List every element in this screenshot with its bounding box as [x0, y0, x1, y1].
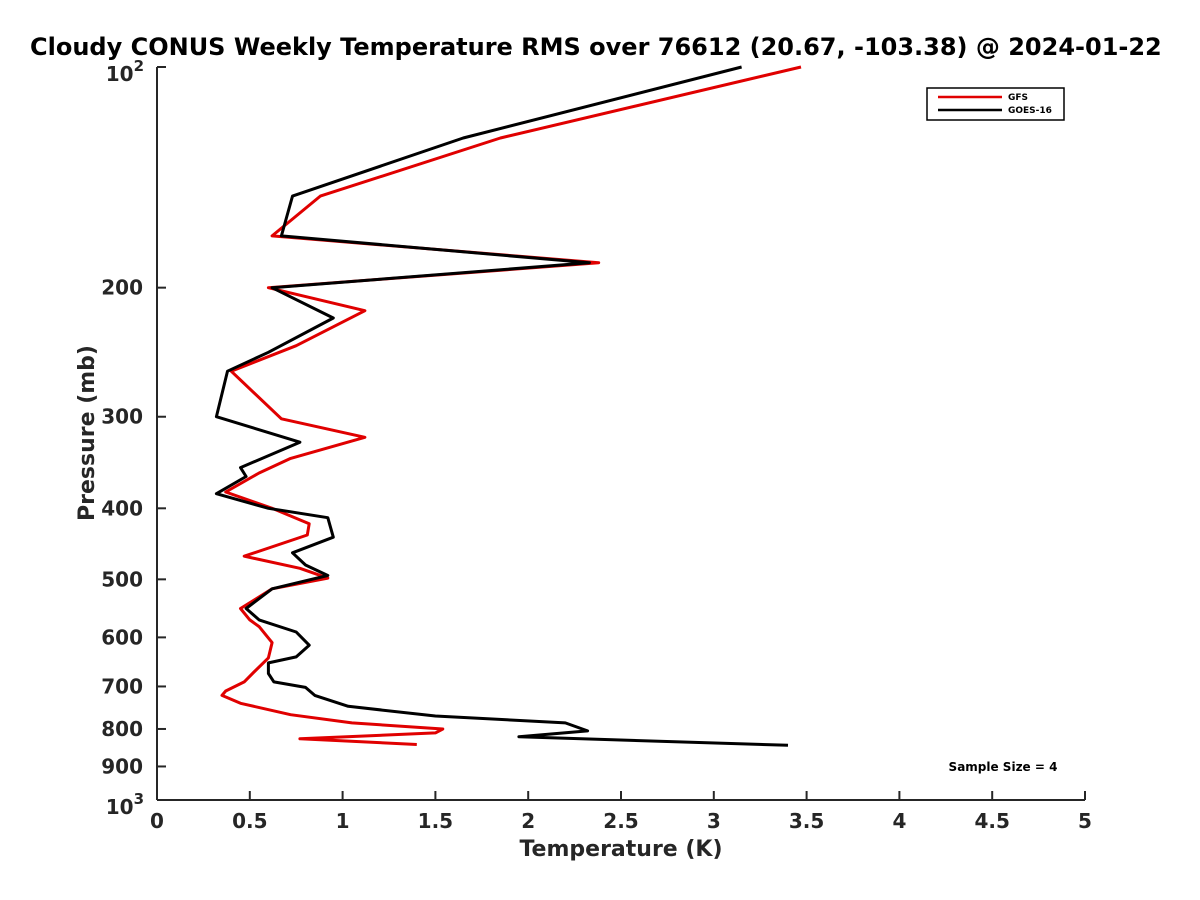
legend-label-0: GFS: [1008, 93, 1028, 103]
axes: [156, 66, 1086, 801]
sample-size-annotation: Sample Size = 4: [949, 760, 1058, 774]
series-lines: [214, 65, 802, 747]
legend: GFS GOES-16: [926, 87, 1065, 121]
y-tick-label: 300: [101, 405, 143, 429]
x-tick-label: 2: [521, 809, 535, 833]
x-tick-label: 3.5: [789, 809, 824, 833]
legend-box: [926, 87, 1065, 121]
x-tick-label: 4.5: [974, 809, 1009, 833]
y-tick-label: 700: [101, 674, 143, 698]
y-tick-label: 102: [106, 57, 144, 86]
x-tick-label: 1.5: [418, 809, 453, 833]
y-tick-label: 600: [101, 625, 143, 649]
y-tick-label: 200: [101, 276, 143, 300]
y-axis-label: Pressure (mb): [75, 345, 100, 521]
y-tick-label: 103: [106, 790, 144, 819]
y-tick-label: 800: [101, 717, 143, 741]
x-tick-label: 0.5: [232, 809, 267, 833]
x-tick-label: 4: [892, 809, 906, 833]
x-tick-label: 5: [1078, 809, 1092, 833]
legend-label-1: GOES-16: [1008, 106, 1052, 116]
x-tick-label: 0: [150, 809, 164, 833]
y-tick-label: 500: [101, 567, 143, 591]
x-tick-label: 3: [707, 809, 721, 833]
y-tick-label: 400: [101, 496, 143, 520]
series-line-0: [220, 65, 802, 746]
x-tick-label: 2.5: [603, 809, 638, 833]
x-axis-label: Temperature (K): [519, 837, 722, 862]
x-tick-label: 1: [336, 809, 350, 833]
y-tick-label: 900: [101, 754, 143, 778]
chart-title: Cloudy CONUS Weekly Temperature RMS over…: [30, 33, 1162, 61]
tick-labels: 0 0.5 1 1.5 2 2.5 3 3.5 4 4.5 5 102 200 300 400 500 600 7…: [101, 57, 1092, 833]
series-line-1: [214, 65, 789, 747]
